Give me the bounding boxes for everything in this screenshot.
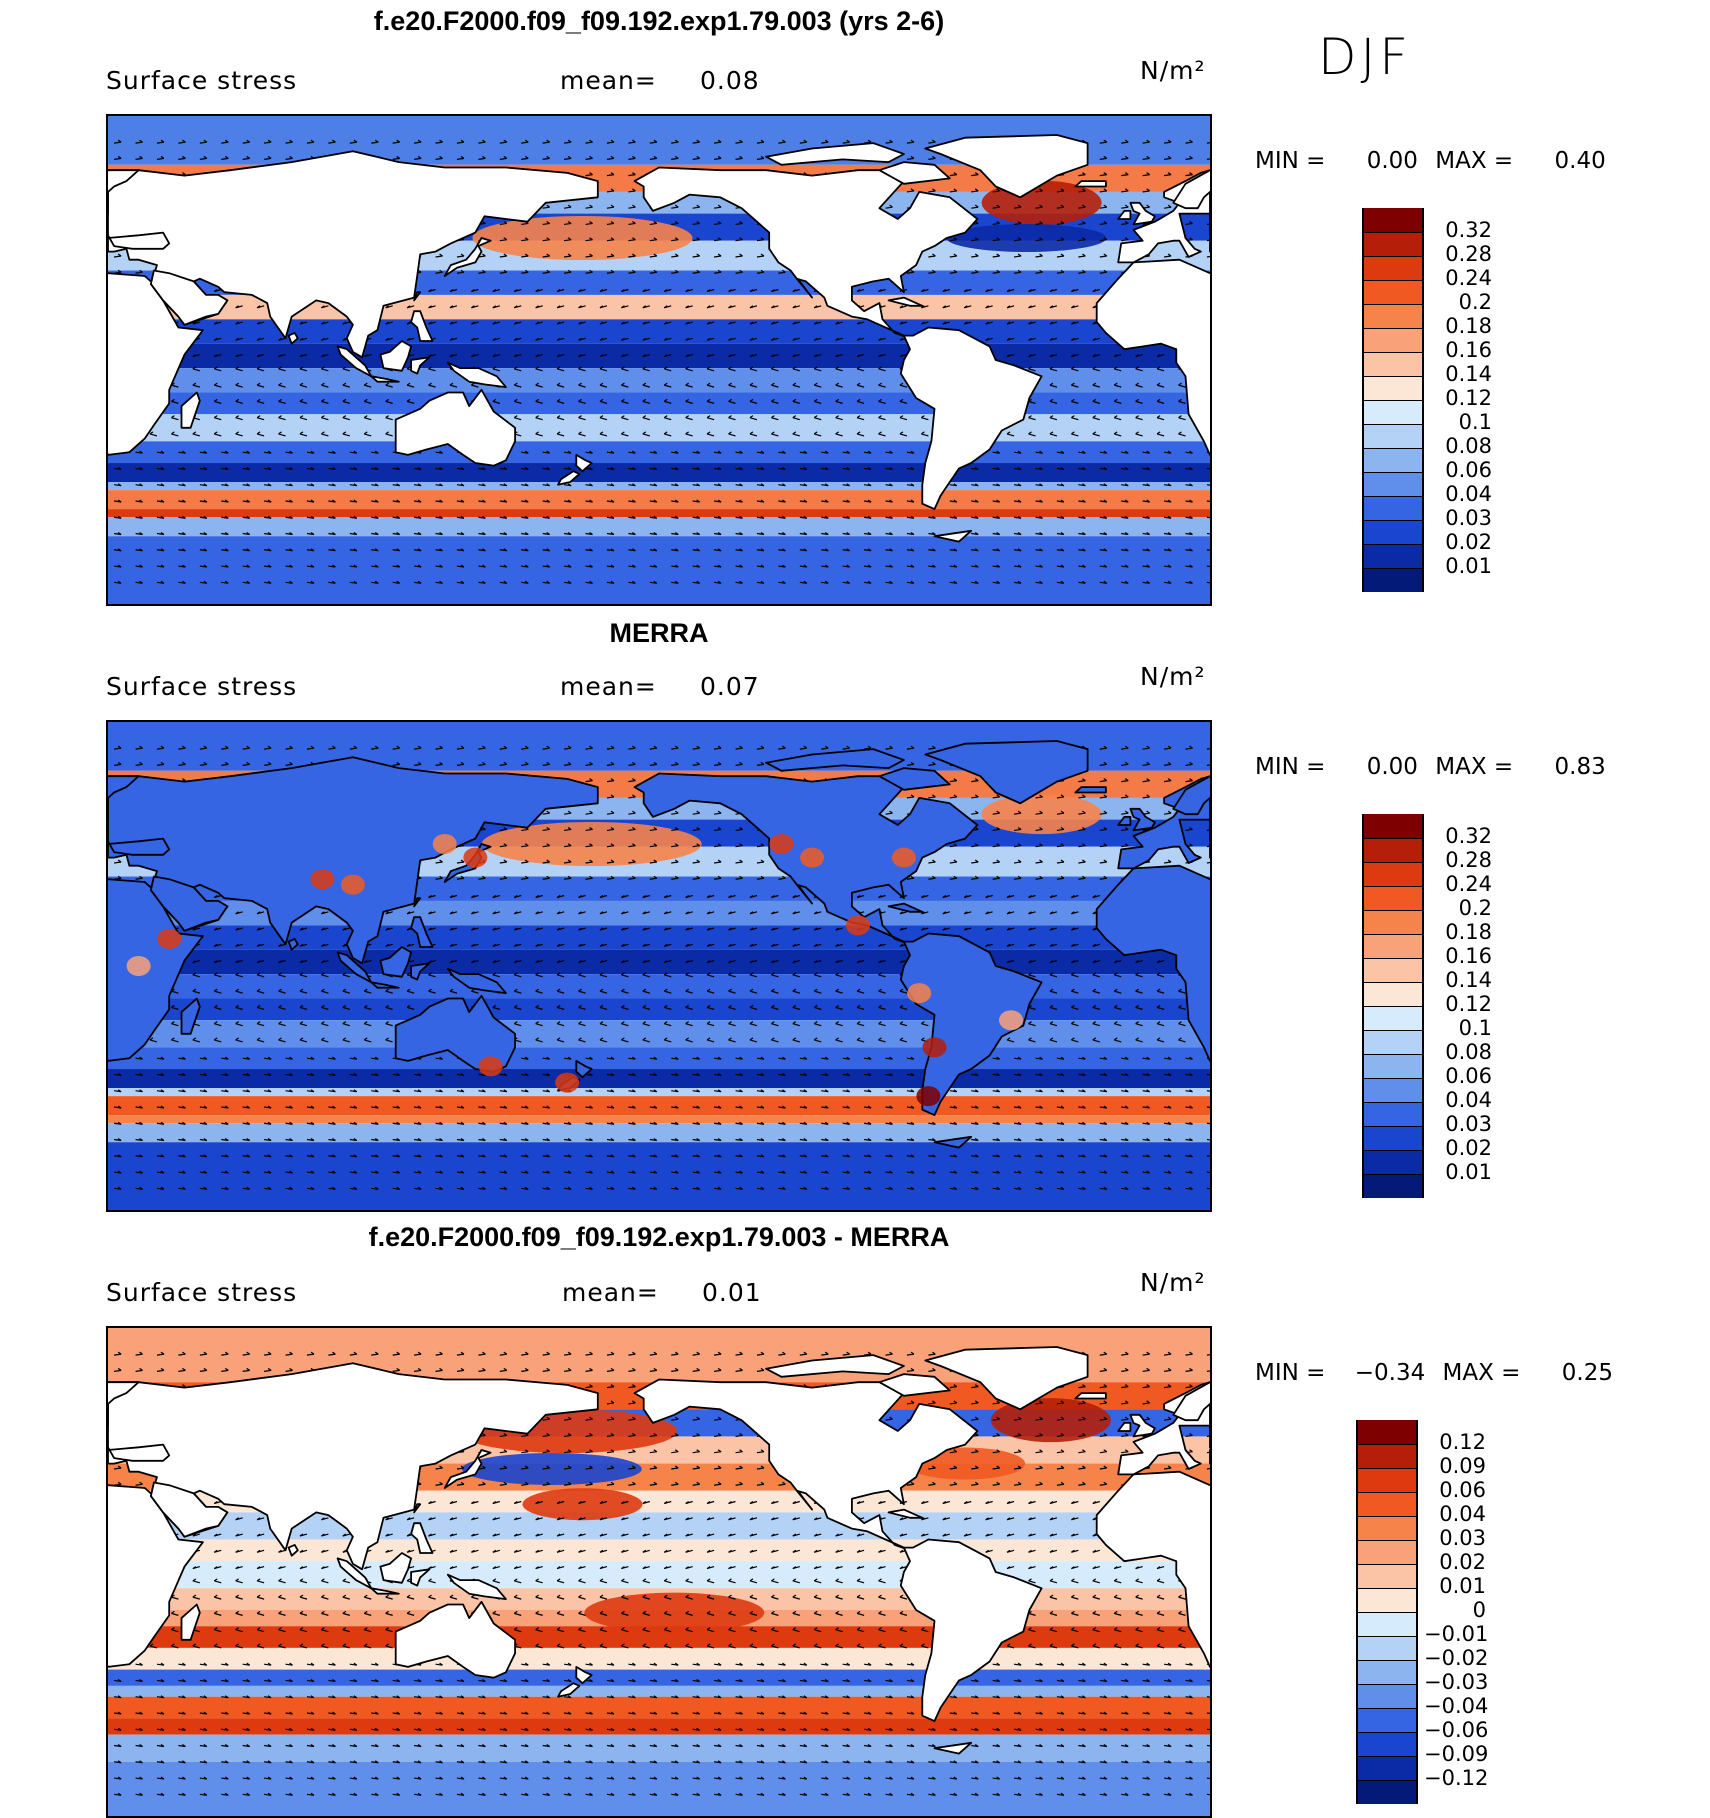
stress-band <box>108 393 1210 415</box>
land-iceland <box>1075 181 1106 186</box>
panel-2-units: N/m² <box>1140 662 1206 691</box>
panel-2-map <box>106 720 1212 1212</box>
colorbar-swatch <box>1364 472 1422 496</box>
stress-band <box>108 509 1210 517</box>
colorbar-separator <box>1364 256 1422 257</box>
colorbar-tick-label: 0.08 <box>1430 434 1492 458</box>
colorbar-swatch <box>1364 328 1422 352</box>
colorbar-swatch <box>1364 496 1422 520</box>
colorbar-separator <box>1364 496 1422 497</box>
stress-band <box>108 1115 1210 1123</box>
stress-band <box>108 368 1210 392</box>
stress-band <box>108 925 1210 949</box>
panel-1-map <box>106 114 1212 606</box>
stress-band <box>108 490 1210 509</box>
colorbar-tick-label: 0.02 <box>1430 530 1492 554</box>
stress-band <box>108 319 1210 343</box>
stress-band <box>108 441 1210 463</box>
stress-band <box>108 1069 1210 1088</box>
colorbar-swatch <box>1364 568 1422 592</box>
stress-band <box>108 1088 1210 1096</box>
panel-1-units: N/m² <box>1140 56 1206 85</box>
panel-2-mean-value: 0.07 <box>700 672 760 701</box>
colorbar-tick-label: 0.1 <box>1430 410 1492 434</box>
stress-band <box>108 482 1210 490</box>
colorbar-swatch <box>1364 400 1422 424</box>
colorbar-swatch <box>1364 352 1422 376</box>
colorbar-separator <box>1364 280 1422 281</box>
stress-band <box>108 536 1210 604</box>
colorbar-separator <box>1364 232 1422 233</box>
colorbar-tick-label: 0.03 <box>1430 506 1492 530</box>
panel-1-title: f.e20.F2000.f09_f09.192.exp1.79.003 (yrs… <box>106 6 1212 37</box>
colorbar-swatch <box>1364 448 1422 472</box>
panel-2-mean-label: mean= <box>560 672 657 701</box>
panel-2-variable: Surface stress <box>106 672 297 701</box>
colorbar-separator <box>1364 568 1422 569</box>
colorbar-swatch <box>1364 544 1422 568</box>
colorbar-swatch <box>1364 304 1422 328</box>
colorbar-separator <box>1364 448 1422 449</box>
colorbar-swatch <box>1364 232 1422 256</box>
colorbar-swatch <box>1364 424 1422 448</box>
colorbar-tick-label: 0.04 <box>1430 482 1492 506</box>
stress-band <box>108 517 1210 536</box>
season-label: DJF <box>1318 28 1412 86</box>
panel-1-mean-label: mean= <box>560 66 657 95</box>
stress-band <box>108 1096 1210 1115</box>
colorbar-swatch <box>1364 208 1422 232</box>
colorbar-separator <box>1364 400 1422 401</box>
colorbar-separator <box>1364 352 1422 353</box>
stress-band <box>108 463 1210 482</box>
colorbar-swatch <box>1364 376 1422 400</box>
panel-1-mean-value: 0.08 <box>700 66 760 95</box>
colorbar-tick-label: 0.24 <box>1430 266 1492 290</box>
colorbar-tick-label: 0.28 <box>1430 242 1492 266</box>
colorbar-separator <box>1364 328 1422 329</box>
stress-band <box>108 414 1210 441</box>
colorbar-tick-label: 0.2 <box>1430 290 1492 314</box>
stress-band <box>108 1020 1210 1047</box>
colorbar-tick-label: 0.06 <box>1430 458 1492 482</box>
colorbar-swatch <box>1364 256 1422 280</box>
panel-1-max-value: 0.40 <box>1555 148 1606 174</box>
colorbar-tick-label: 0.12 <box>1430 386 1492 410</box>
colorbar-separator <box>1364 472 1422 473</box>
colorbar-tick-label: 0.14 <box>1430 362 1492 386</box>
stress-band <box>108 974 1210 998</box>
stress-band <box>108 950 1210 974</box>
colorbar-tick-label: 0.16 <box>1430 338 1492 362</box>
colorbar-separator <box>1364 544 1422 545</box>
colorbar-tick-label: 0.32 <box>1430 218 1492 242</box>
colorbar-separator <box>1364 304 1422 305</box>
stress-band <box>108 344 1210 368</box>
colorbar-swatch <box>1364 520 1422 544</box>
stress-band <box>108 1142 1210 1210</box>
colorbar-separator <box>1364 424 1422 425</box>
colorbar-separator <box>1364 376 1422 377</box>
colorbar-boxes <box>1362 208 1424 592</box>
colorbar-tick-label: 0.01 <box>1430 554 1492 578</box>
stress-band <box>108 999 1210 1021</box>
panel-2-title: MERRA <box>106 618 1212 649</box>
panel-1-minmax: MIN = 0.00 MAX = 0.40 <box>1255 148 1606 174</box>
stress-band <box>108 1047 1210 1069</box>
panel-1-variable: Surface stress <box>106 66 297 95</box>
colorbar-tick-label: 0.18 <box>1430 314 1492 338</box>
panel-1-max-label: MAX = <box>1435 148 1513 174</box>
panel-1-min-value: 0.00 <box>1367 148 1418 174</box>
colorbar-separator <box>1364 520 1422 521</box>
panel-1-min-label: MIN = <box>1255 148 1325 174</box>
stress-band <box>108 1123 1210 1142</box>
colorbar-swatch <box>1364 280 1422 304</box>
